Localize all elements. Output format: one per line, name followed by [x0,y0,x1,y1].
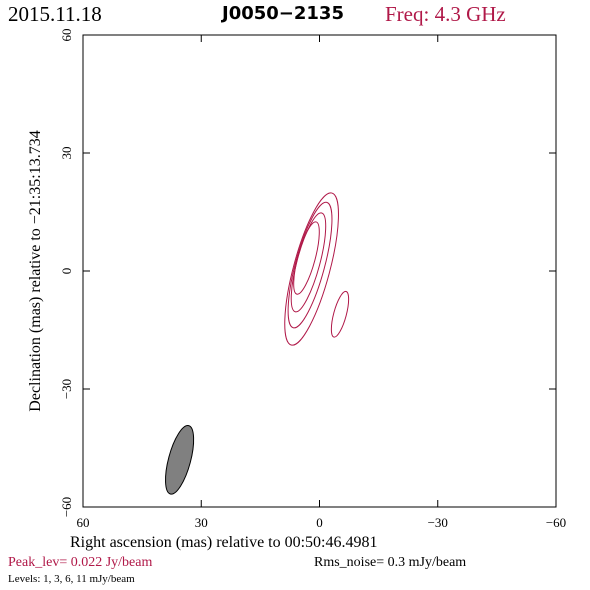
y-tick-label: 30 [59,147,74,160]
y-tick-label: 0 [59,268,74,275]
contour-level-1 [328,290,352,339]
beam-layer [160,423,200,497]
axis-ticks [83,35,556,507]
x-tick-label: 60 [77,515,90,530]
rms-noise: Rms_noise= 0.3 mJy/beam [314,555,466,571]
y-tick-label: 60 [59,29,74,42]
x-axis-label: Right ascension (mas) relative to 00:50:… [70,534,378,552]
x-tick-label: −30 [428,515,448,530]
y-axis-label: Declination (mas) relative to −21:35:13.… [27,130,45,411]
beam-ellipse [160,423,200,497]
contour-layer [274,188,352,349]
x-tick-label: −60 [546,515,566,530]
x-tick-label: 0 [316,515,323,530]
peak-level: Peak_lev= 0.022 Jy/beam [8,555,152,571]
contour-level-1 [274,188,350,349]
contour-levels: Levels: 1, 3, 6, 11 mJy/beam [8,573,135,585]
y-tick-label: −30 [59,379,74,399]
y-tick-label: −60 [59,497,74,517]
plot-frame [83,35,556,507]
x-tick-label: 30 [195,515,208,530]
